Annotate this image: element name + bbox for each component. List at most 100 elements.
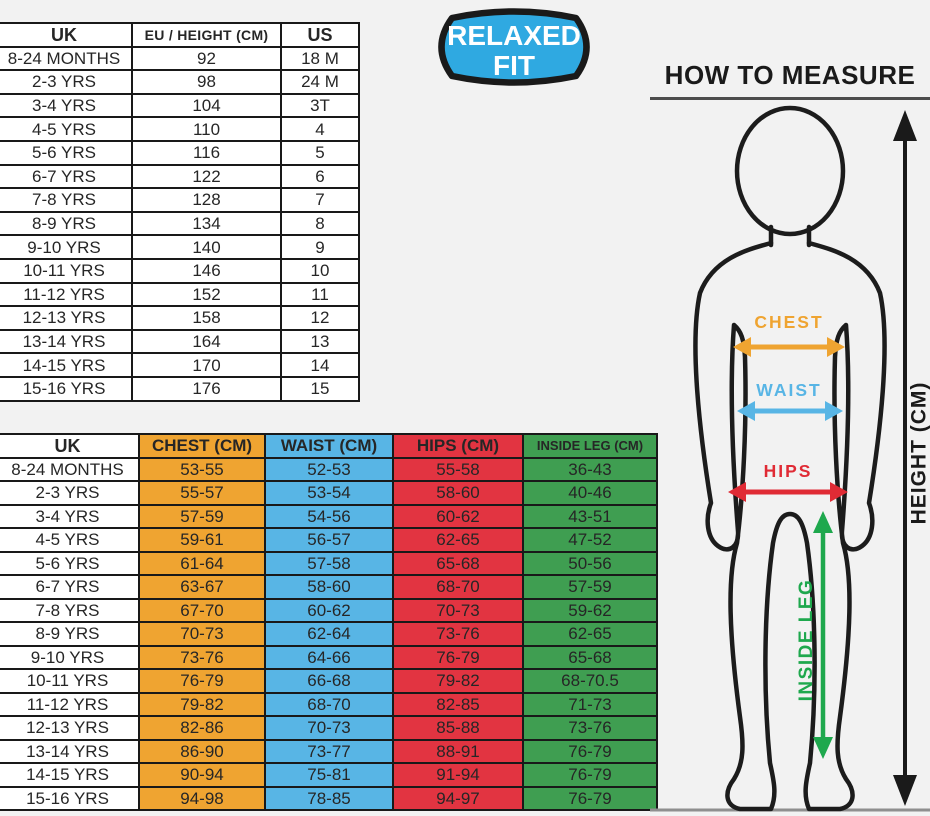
title-underline [650,97,930,100]
table-cell: 4 [280,116,360,142]
table-cell: 164 [131,328,282,355]
column-header: US [280,22,360,48]
table-cell: 92 [131,45,282,72]
header-row: UK CHEST (CM) WAIST (CM) HIPS (CM) INSIDE LE… [0,433,658,459]
relaxed-fit-badge: RELAXED FIT [438,8,590,86]
how-to-measure-title: HOW TO MEASURE [664,60,916,90]
table-cell: 57-59 [138,503,266,529]
table-cell: 58-60 [264,574,394,600]
header-row: UK EU / HEIGHT (CM) US [0,22,360,48]
table-row: 5-6 YRS 61-64 57-58 65-68 50-56 [0,550,658,576]
table-cell: 68-70 [264,691,394,717]
table-cell: 57-58 [264,550,394,576]
table-row: 3-4 YRS 57-59 54-56 60-62 43-51 [0,503,658,529]
table-cell: 85-88 [392,715,524,741]
table-row: 11-12 YRS 79-82 68-70 82-85 71-73 [0,691,658,717]
table-cell: 8-24 MONTHS [0,456,140,482]
table-row: 8-24 MONTHS 92 18 M [0,45,360,72]
table-cell: 76-79 [522,785,658,811]
table-cell: 7 [280,187,360,213]
table-row: 3-4 YRS 104 3T [0,92,360,119]
table-cell: 10-11 YRS [0,257,133,284]
table-row: 7-8 YRS 67-70 60-62 70-73 59-62 [0,597,658,623]
table-row: 2-3 YRS 55-57 53-54 58-60 40-46 [0,480,658,506]
table-cell: 152 [131,281,282,308]
table-cell: 94-97 [392,785,524,811]
table-cell: 10 [280,257,360,284]
table-cell: 9-10 YRS [0,644,140,670]
table-row: 13-14 YRS 164 13 [0,328,360,355]
column-header: UK [0,433,140,459]
hips-label: HIPS [764,461,813,481]
column-header: HIPS (CM) [392,433,524,459]
table-cell: 82-86 [138,715,266,741]
table-cell: 3-4 YRS [0,503,140,529]
table-cell: 18 M [280,45,360,72]
table-cell: 76-79 [522,762,658,788]
badge-line2: FIT [493,50,535,81]
inside-leg-arrow [813,511,833,759]
table-cell: 5-6 YRS [0,550,140,576]
table-cell: 79-82 [392,668,524,694]
table-cell: 62-65 [522,621,658,647]
badge-shape [438,8,590,86]
table-cell: 79-82 [138,691,266,717]
table-row: 8-9 YRS 70-73 62-64 73-76 62-65 [0,621,658,647]
table-row: 6-7 YRS 122 6 [0,163,360,190]
table-row: 15-16 YRS 176 15 [0,375,360,402]
table-row: 2-3 YRS 98 24 M [0,69,360,95]
body-outline [693,240,887,812]
table-cell: 7-8 YRS [0,597,140,623]
table-cell: 40-46 [522,480,658,506]
body-silhouette [693,105,887,812]
height-arrow [893,110,917,806]
table-cell: 12 [280,305,360,331]
table-cell: 76-79 [522,738,658,764]
head-outline [734,105,846,237]
table-cell: 15-16 YRS [0,785,140,811]
table-cell: 14-15 YRS [0,352,133,378]
table-cell: 98 [131,69,282,95]
table-cell: 64-66 [264,644,394,670]
table-cell: 65-68 [522,644,658,670]
table-cell: 158 [131,305,282,331]
table-cell: 104 [131,92,282,119]
table-cell: 68-70 [392,574,524,600]
table-cell: 66-68 [264,668,394,694]
table-cell: 63-67 [138,574,266,600]
table-cell: 68-70.5 [522,668,658,694]
table-cell: 4-5 YRS [0,527,140,553]
table-cell: 24 M [280,69,360,95]
arrow-down-icon [893,775,917,806]
table-cell: 6 [280,163,360,190]
column-header: CHEST (CM) [138,433,266,459]
table-cell: 110 [131,116,282,142]
table-cell: 14-15 YRS [0,762,140,788]
table-cell: 55-58 [392,456,524,482]
table-cell: 9 [280,234,360,260]
table-cell: 59-61 [138,527,266,553]
table-row: 6-7 YRS 63-67 58-60 68-70 57-59 [0,574,658,600]
table-row: 14-15 YRS 170 14 [0,352,360,378]
table-cell: 62-64 [264,621,394,647]
table-cell: 58-60 [392,480,524,506]
table-cell: 116 [131,139,282,166]
column-header: UK [0,22,133,48]
table-cell: 2-3 YRS [0,69,133,95]
table-cell: 70-73 [392,597,524,623]
table-row: 4-5 YRS 110 4 [0,116,360,142]
table-cell: 91-94 [392,762,524,788]
table-cell: 140 [131,234,282,260]
table-row: 4-5 YRS 59-61 56-57 62-65 47-52 [0,527,658,553]
table-row: 15-16 YRS 94-98 78-85 94-97 76-79 [0,785,658,811]
hips-arrow [728,482,848,502]
table-cell: 15-16 YRS [0,375,133,402]
table-cell: 13-14 YRS [0,738,140,764]
table-cell: 6-7 YRS [0,574,140,600]
table-cell: 5-6 YRS [0,139,133,166]
table-cell: 52-53 [264,456,394,482]
table-cell: 12-13 YRS [0,715,140,741]
table-cell: 8 [280,210,360,237]
table-cell: 14 [280,352,360,378]
